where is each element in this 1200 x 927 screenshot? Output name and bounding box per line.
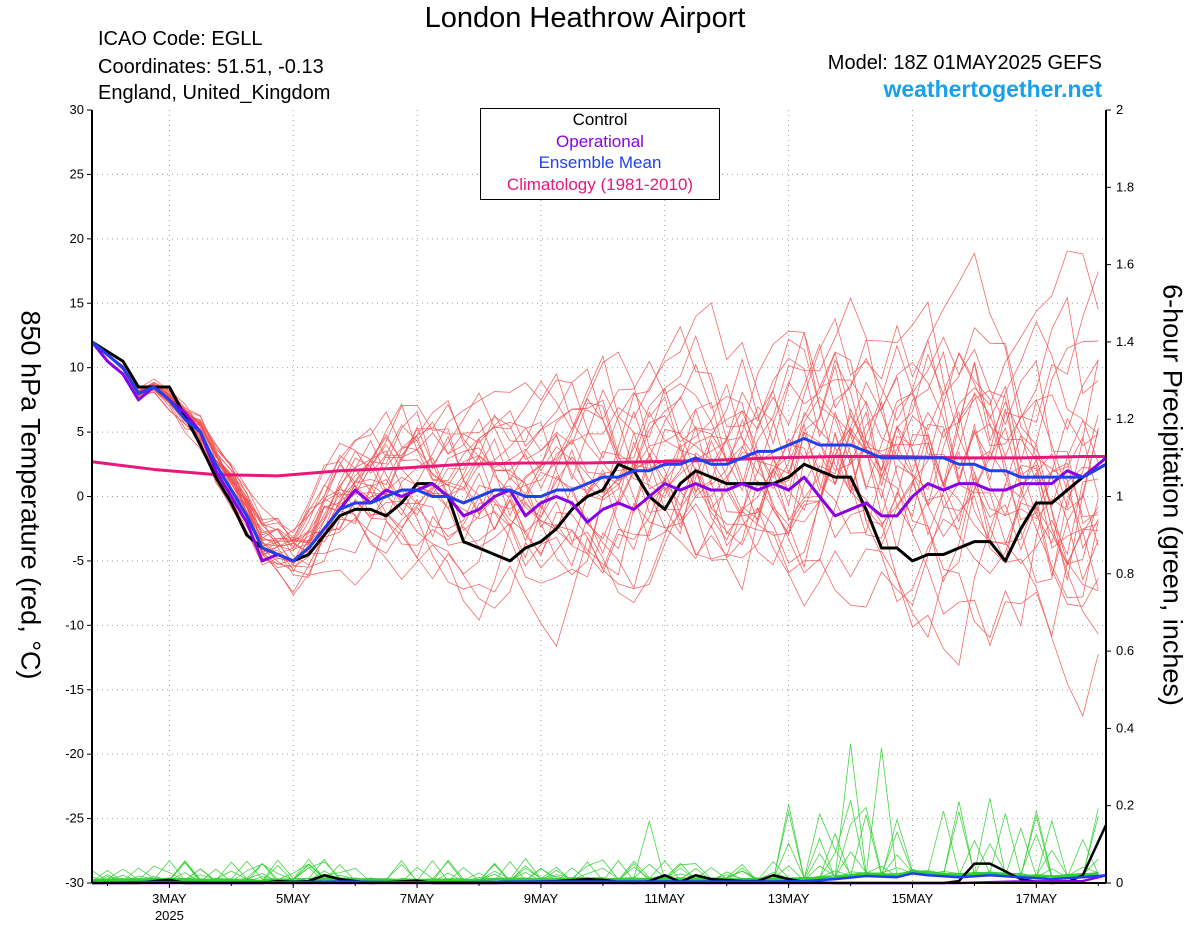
y2-tick-label: 1 [1116, 489, 1123, 504]
y2-tick-label: 2 [1116, 102, 1123, 117]
x-tick-label: 15MAY [892, 891, 934, 906]
y-tick-label: 25 [70, 166, 84, 181]
tick-labels: 302520151050-5-10-15-20-25-3021.81.61.41… [65, 102, 1134, 923]
y-tick-label: -20 [65, 746, 84, 761]
y-tick-label: -30 [65, 875, 84, 890]
ensemble-members [91, 250, 1099, 884]
ensemble-member-temp [91, 340, 1099, 666]
ensemble-member-precip [91, 743, 1099, 883]
ensemble-member-temp [91, 271, 1099, 584]
axes [87, 109, 1111, 888]
y-tick-label: -10 [65, 617, 84, 632]
temp-line-climatology-1981-2010- [91, 455, 1106, 478]
icao-code: ICAO Code: EGLL [98, 28, 263, 50]
region: England, United_Kingdom [98, 82, 331, 104]
y-tick-label: -25 [65, 811, 84, 826]
legend: Control Operational Ensemble Mean Climat… [480, 108, 720, 200]
x-tick-label: 11MAY [644, 891, 685, 906]
y2-tick-label: 0.8 [1116, 566, 1134, 581]
x-tick-label: 5MAY [276, 891, 311, 906]
y-tick-label: 5 [77, 424, 84, 439]
y-tick-label: -5 [72, 553, 84, 568]
legend-ensemble-mean: Ensemble Mean [538, 153, 662, 172]
legend-control: Control [572, 110, 628, 129]
series-lines [90, 340, 1108, 885]
x-year-label: 2025 [155, 908, 184, 923]
ensemble-member-temp [91, 341, 1099, 565]
y2-tick-label: 1.4 [1116, 334, 1134, 349]
temp-line-operational [90, 340, 1107, 563]
y2-tick-label: 0.2 [1116, 798, 1134, 813]
legend-climatology: Climatology (1981-2010) [506, 174, 694, 194]
ensemble-member-temp [91, 341, 1099, 548]
ensemble-member-precip [91, 819, 1099, 883]
ensemble-member-temp [91, 250, 1099, 648]
x-tick-label: 13MAY [768, 891, 810, 906]
x-tick-label: 9MAY [524, 891, 559, 906]
model-run: Model: 18Z 01MAY2025 GEFS [827, 52, 1102, 74]
ensemble-member-temp [91, 341, 1099, 564]
coordinates: Coordinates: 51.51, -0.13 [98, 56, 324, 78]
y2-tick-label: 1.8 [1116, 179, 1134, 194]
y-tick-label: 0 [77, 489, 84, 504]
x-tick-label: 17MAY [1016, 891, 1058, 906]
ensemble-member-precip [91, 801, 1099, 883]
x-tick-label: 3MAY [152, 891, 187, 906]
ensemble-member-temp [91, 341, 1099, 576]
y2-tick-label: 0.6 [1116, 643, 1134, 658]
precip-line-ensemble-mean [91, 872, 1107, 885]
ensemble-member-precip [91, 803, 1099, 883]
y2-tick-label: 1.6 [1116, 257, 1134, 272]
legend-operational: Operational [556, 131, 644, 151]
ensemble-member-temp [91, 341, 1099, 639]
temp-line-control [91, 340, 1107, 563]
ensemble-member-precip [91, 798, 1099, 883]
chart-title: London Heathrow Airport [424, 2, 746, 34]
y-tick-label: 30 [70, 102, 84, 117]
y2-tick-label: 0.4 [1116, 720, 1134, 735]
ensemble-member-temp [91, 341, 1099, 590]
y-tick-label: 15 [70, 295, 84, 310]
y-tick-label: 20 [70, 231, 84, 246]
x-tick-label: 7MAY [400, 891, 435, 906]
ensemble-member-precip [91, 800, 1099, 883]
ensemble-member-temp [91, 341, 1099, 590]
ensemble-member-temp [91, 317, 1099, 604]
ensemble-member-temp [91, 297, 1099, 565]
y-tick-label: 10 [70, 360, 84, 375]
site-link[interactable]: weathertogether.net [883, 76, 1102, 102]
y-tick-label: -15 [65, 682, 84, 697]
y2-tick-label: 1.2 [1116, 411, 1134, 426]
y2-tick-label: 0 [1116, 875, 1123, 890]
temp-line-ensemble-mean [91, 340, 1107, 563]
